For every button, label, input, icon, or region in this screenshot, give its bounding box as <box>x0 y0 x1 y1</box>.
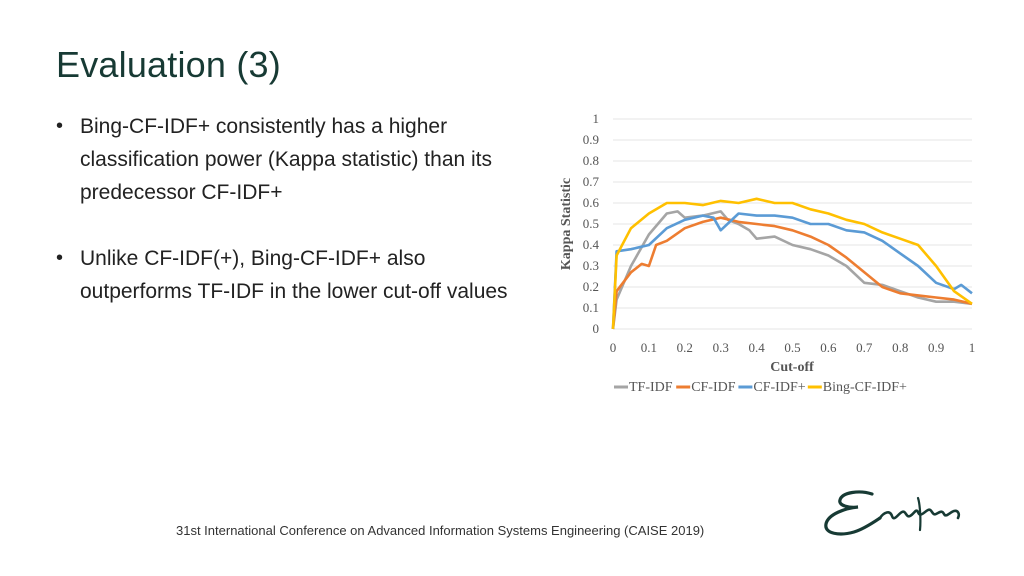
x-tick-label: 0.5 <box>784 340 800 355</box>
bullet-dot-icon: • <box>56 115 64 137</box>
x-tick-label: 0.7 <box>856 340 873 355</box>
chart-legend: TF-IDF CF-IDF CF-IDF+ Bing-CF-IDF+ <box>614 380 907 395</box>
x-tick-label: 0.8 <box>892 340 908 355</box>
x-tick-label: 1 <box>969 340 976 355</box>
x-tick-label: 0 <box>610 340 617 355</box>
y-tick-label: 1 <box>593 111 600 126</box>
chart-series <box>611 197 973 330</box>
y-axis-label: Kappa Statistic <box>559 178 574 270</box>
bullet-list: • Bing-CF-IDF+ consistently has a higher… <box>56 110 536 341</box>
x-tick-label: 0.2 <box>677 340 693 355</box>
y-tick-label: 0.1 <box>583 300 599 315</box>
y-tick-label: 0.7 <box>583 174 600 189</box>
y-tick-label: 0.9 <box>583 132 599 147</box>
y-tick-label: 0.4 <box>583 237 600 252</box>
y-tick-label: 0.3 <box>583 258 599 273</box>
x-tick-label: 0.4 <box>748 340 765 355</box>
bullet-dot-icon: • <box>56 247 64 269</box>
bullet-item: • Unlike CF-IDF(+), Bing-CF-IDF+ also ou… <box>56 242 536 308</box>
legend-label: CF-IDF <box>691 380 736 395</box>
x-tick-label: 0.9 <box>928 340 944 355</box>
x-axis-label: Cut-off <box>770 360 814 375</box>
x-tick-label: 0.3 <box>713 340 729 355</box>
bullet-text: Bing-CF-IDF+ consistently has a higher c… <box>80 115 493 204</box>
legend-label: TF-IDF <box>629 380 673 395</box>
x-tick-labels: 0 0.1 0.2 0.3 0.4 0.5 0.6 0.7 0.8 0.9 1 <box>610 340 976 355</box>
erasmus-logo <box>824 490 961 536</box>
series-line-cf-idf- <box>611 212 973 330</box>
series-line-tf-idf <box>611 210 973 330</box>
y-tick-label: 0.6 <box>583 195 600 210</box>
legend-label: CF-IDF+ <box>753 380 805 395</box>
x-tick-label: 0.1 <box>641 340 657 355</box>
kappa-line-chart: 0 0.1 0.2 0.3 0.4 0.5 0.6 0.7 0.8 0.9 1 0 0.1 0.2 0.3… <box>559 111 976 395</box>
y-tick-label: 0.8 <box>583 153 599 168</box>
series-line-cf-idf <box>611 216 973 330</box>
y-tick-label: 0.2 <box>583 279 599 294</box>
bullet-item: • Bing-CF-IDF+ consistently has a higher… <box>56 110 536 209</box>
footer-text: 31st International Conference on Advance… <box>176 523 705 538</box>
y-tick-label: 0 <box>593 321 600 336</box>
bullet-text: Unlike CF-IDF(+), Bing-CF-IDF+ also outp… <box>80 247 508 303</box>
series-line-bing-cf-idf- <box>611 197 973 330</box>
x-tick-label: 0.6 <box>820 340 837 355</box>
y-tick-label: 0.5 <box>583 216 599 231</box>
slide-title: Evaluation (3) <box>56 44 281 85</box>
legend-label: Bing-CF-IDF+ <box>823 380 907 395</box>
y-tick-labels: 0 0.1 0.2 0.3 0.4 0.5 0.6 0.7 0.8 0.9 1 <box>583 111 600 336</box>
